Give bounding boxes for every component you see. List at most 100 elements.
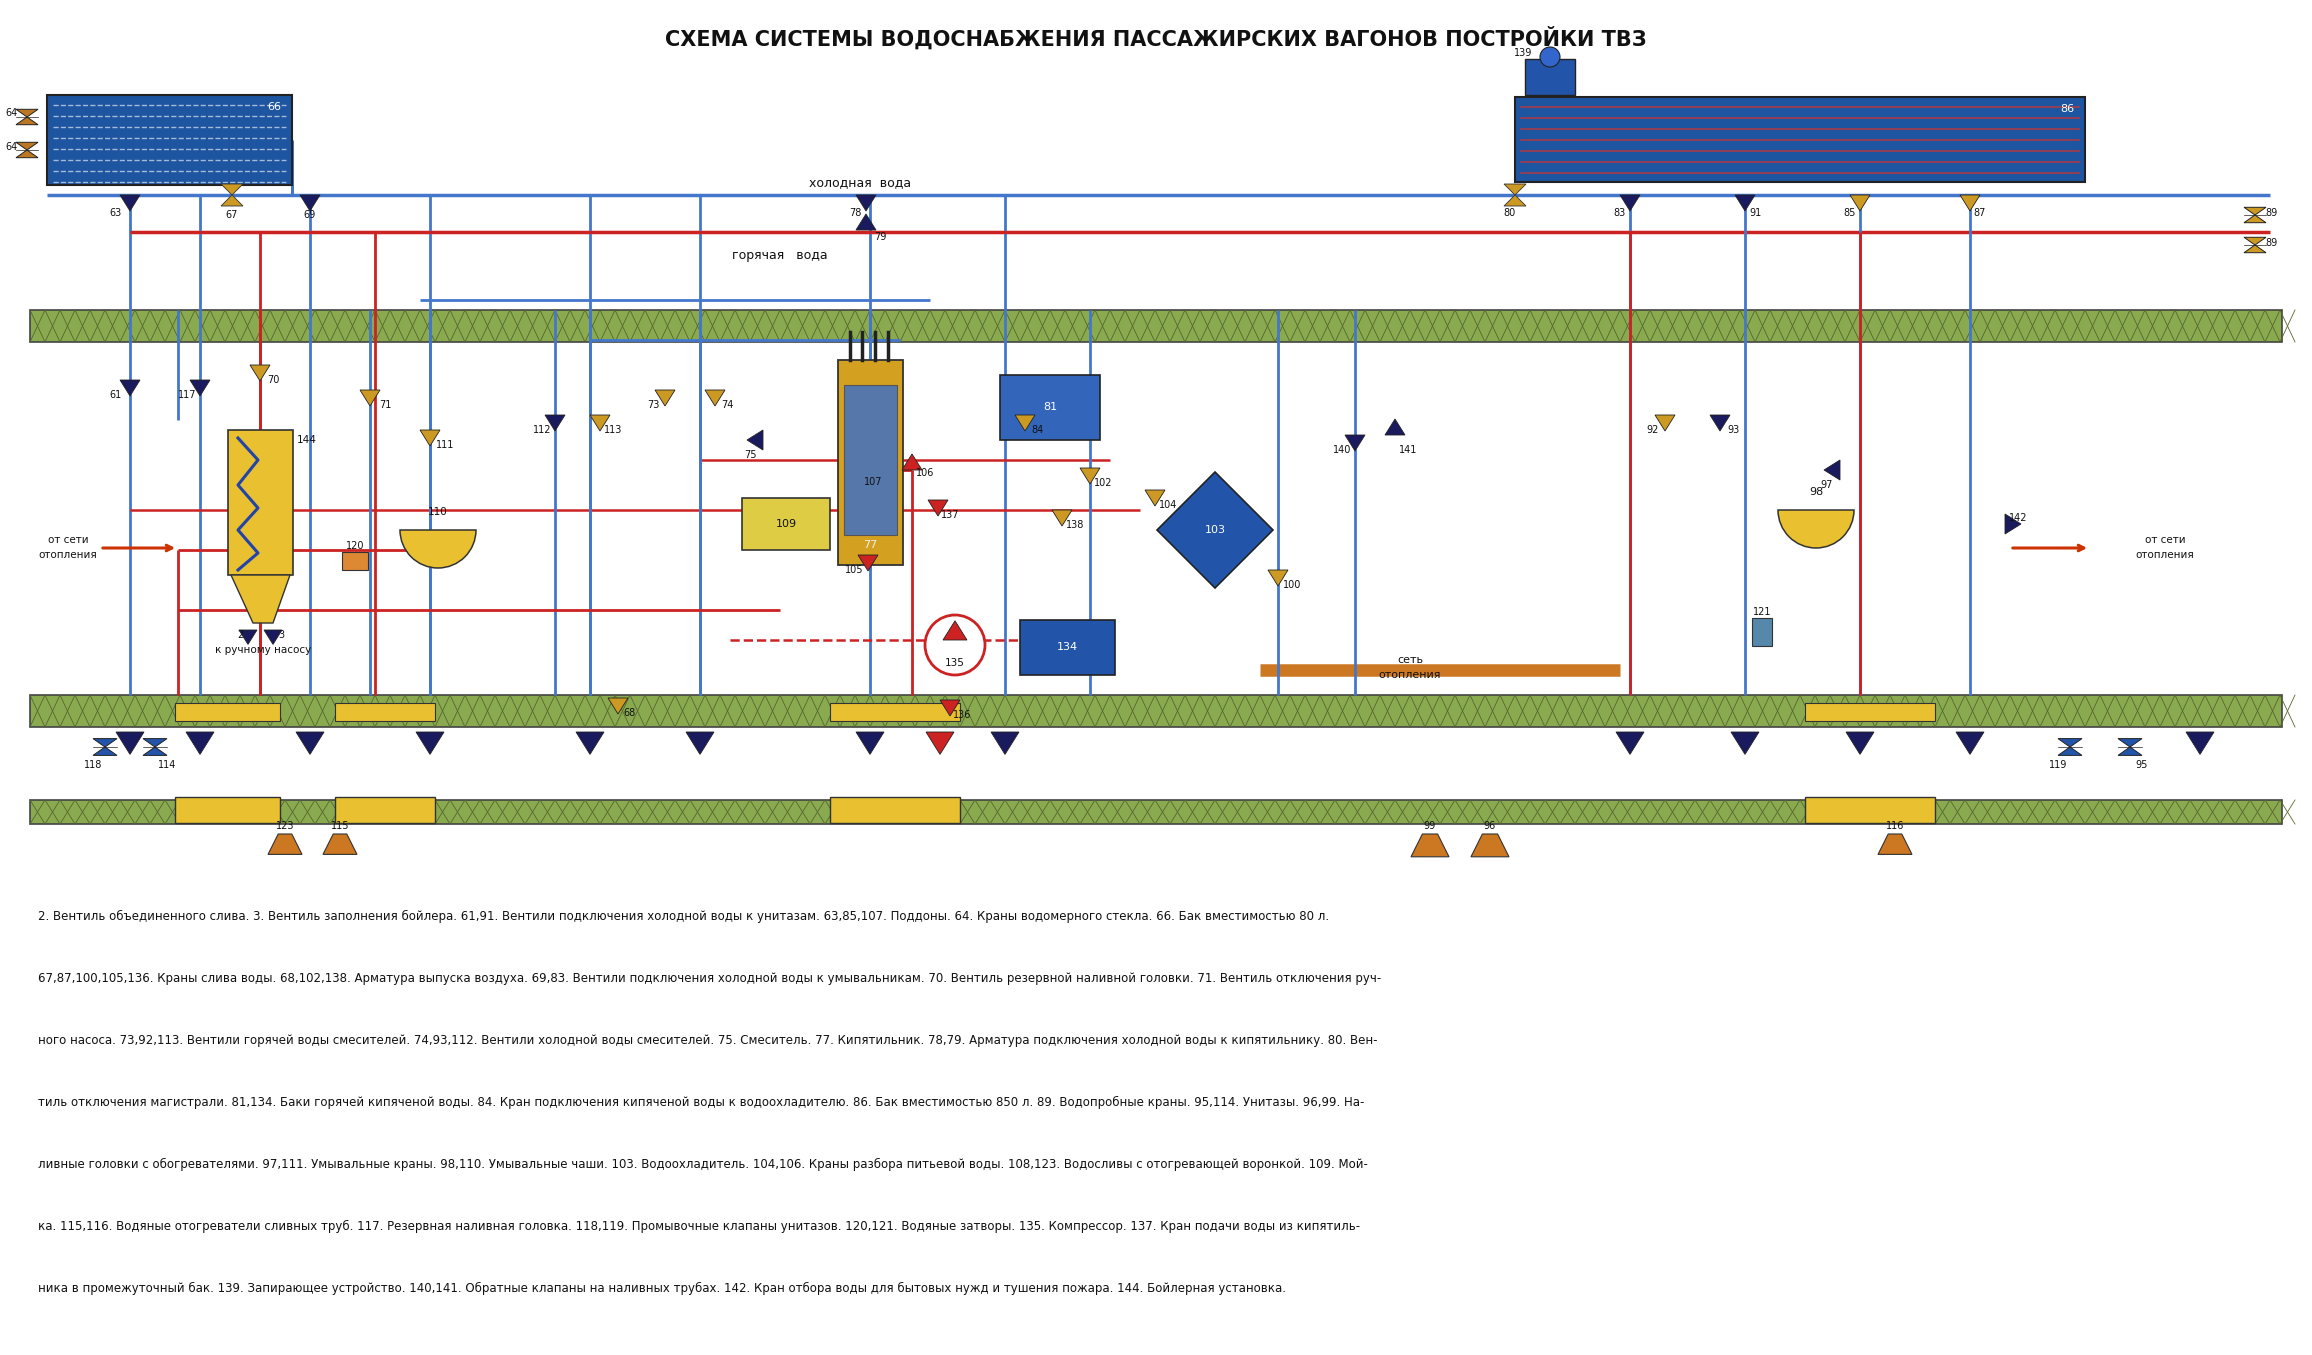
Polygon shape — [143, 747, 166, 755]
Bar — [176, 797, 280, 822]
Polygon shape — [2118, 747, 2141, 755]
Text: 87: 87 — [1974, 209, 1986, 218]
Text: 80: 80 — [1503, 209, 1517, 218]
Text: отопления: отопления — [2136, 550, 2194, 560]
Polygon shape — [1711, 415, 1729, 431]
Polygon shape — [858, 556, 879, 570]
Text: 140: 140 — [1332, 444, 1350, 455]
Polygon shape — [2245, 207, 2266, 215]
Text: 110: 110 — [428, 507, 449, 518]
Polygon shape — [1080, 467, 1101, 484]
Polygon shape — [1015, 415, 1036, 431]
Bar — [46, 95, 291, 186]
Polygon shape — [2058, 738, 2083, 747]
Polygon shape — [16, 150, 37, 157]
Polygon shape — [902, 454, 922, 470]
Text: 95: 95 — [2136, 760, 2148, 770]
Polygon shape — [1824, 459, 1840, 480]
Polygon shape — [222, 184, 243, 195]
Polygon shape — [416, 732, 444, 755]
Polygon shape — [1956, 732, 1984, 755]
Polygon shape — [1156, 472, 1274, 588]
Polygon shape — [2058, 747, 2083, 755]
Polygon shape — [231, 575, 289, 623]
Wedge shape — [1778, 509, 1854, 547]
Polygon shape — [116, 732, 143, 755]
Text: 139: 139 — [1514, 47, 1533, 58]
Text: 118: 118 — [83, 760, 102, 770]
Text: ного насоса. 73,92,113. Вентили горячей воды смесителей. 74,93,112. Вентили холо: ного насоса. 73,92,113. Вентили горячей … — [37, 1034, 1378, 1047]
Polygon shape — [1877, 833, 1912, 855]
Text: 111: 111 — [437, 440, 453, 450]
Circle shape — [1540, 47, 1561, 66]
Text: 71: 71 — [379, 400, 391, 411]
Text: 121: 121 — [1752, 607, 1771, 617]
Text: 141: 141 — [1399, 444, 1417, 455]
Text: холодная  вода: холодная вода — [809, 176, 911, 190]
Polygon shape — [2245, 215, 2266, 222]
Text: ка. 115,116. Водяные отогреватели сливных труб. 117. Резервная наливная головка.: ка. 115,116. Водяные отогреватели сливны… — [37, 1220, 1359, 1233]
Bar — [830, 797, 959, 822]
Text: 107: 107 — [865, 477, 883, 486]
Text: 109: 109 — [775, 519, 798, 528]
Text: ника в промежуточный бак. 139. Запирающее устройство. 140,141. Обратные клапаны : ника в промежуточный бак. 139. Запирающе… — [37, 1282, 1285, 1295]
Text: 137: 137 — [941, 509, 959, 520]
Polygon shape — [2118, 738, 2141, 747]
Text: 63: 63 — [109, 209, 120, 218]
Polygon shape — [1845, 732, 1875, 755]
Polygon shape — [301, 195, 319, 211]
Text: 68: 68 — [624, 709, 636, 718]
Polygon shape — [1505, 184, 1526, 195]
Polygon shape — [120, 379, 141, 396]
Text: 97: 97 — [1822, 480, 1833, 491]
Text: СХЕМА СИСТЕМЫ ВОДОСНАБЖЕНИЯ ПАССАЖИРСКИХ ВАГОНОВ ПОСТРОЙКИ ТВЗ: СХЕМА СИСТЕМЫ ВОДОСНАБЖЕНИЯ ПАССАЖИРСКИХ… — [666, 26, 1646, 50]
Text: 73: 73 — [647, 400, 659, 411]
Polygon shape — [546, 415, 564, 431]
Bar — [837, 360, 904, 565]
Bar — [229, 430, 294, 575]
Text: 102: 102 — [1094, 478, 1112, 488]
Text: 89: 89 — [2266, 238, 2277, 248]
Polygon shape — [705, 390, 726, 406]
Polygon shape — [2245, 237, 2266, 245]
Bar — [1001, 375, 1101, 440]
Text: 103: 103 — [1205, 524, 1225, 535]
Polygon shape — [943, 621, 966, 640]
Bar — [1526, 60, 1574, 95]
Text: тиль отключения магистрали. 81,134. Баки горячей кипяченой воды. 84. Кран подклю: тиль отключения магистрали. 81,134. Баки… — [37, 1096, 1364, 1110]
Polygon shape — [855, 214, 876, 230]
Text: 91: 91 — [1748, 209, 1762, 218]
Text: 77: 77 — [862, 541, 876, 550]
Text: 79: 79 — [874, 232, 885, 243]
Polygon shape — [1410, 833, 1450, 856]
Polygon shape — [16, 110, 37, 117]
Polygon shape — [747, 430, 763, 450]
Polygon shape — [1267, 570, 1288, 585]
Polygon shape — [1961, 195, 1979, 211]
Bar — [335, 703, 435, 721]
Text: 81: 81 — [1043, 402, 1057, 412]
Polygon shape — [1052, 509, 1073, 526]
Polygon shape — [92, 738, 118, 747]
Polygon shape — [1505, 195, 1526, 206]
Text: сеть: сеть — [1396, 654, 1422, 665]
Polygon shape — [992, 732, 1020, 755]
Text: 99: 99 — [1424, 821, 1436, 831]
Text: 64: 64 — [7, 108, 18, 118]
Text: 64: 64 — [7, 142, 18, 152]
Text: 83: 83 — [1614, 209, 1625, 218]
Polygon shape — [268, 833, 303, 855]
Polygon shape — [238, 630, 257, 645]
Polygon shape — [608, 698, 629, 714]
Polygon shape — [2187, 732, 2215, 755]
Text: горячая   вода: горячая вода — [733, 248, 828, 262]
Text: 113: 113 — [603, 425, 622, 435]
Text: отопления: отопления — [39, 550, 97, 560]
Polygon shape — [590, 415, 610, 431]
Polygon shape — [324, 833, 356, 855]
Bar — [1514, 98, 2085, 182]
Polygon shape — [143, 738, 166, 747]
Text: 144: 144 — [296, 435, 317, 444]
Text: 92: 92 — [1646, 425, 1660, 435]
Text: 105: 105 — [844, 565, 862, 575]
